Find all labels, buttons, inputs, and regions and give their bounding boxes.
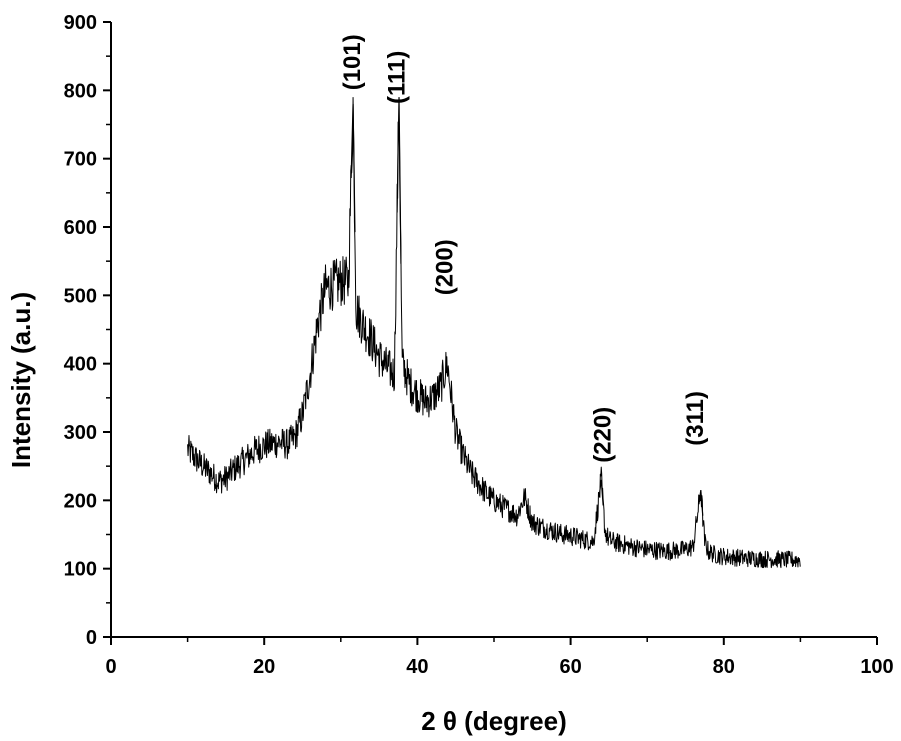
axes: 0 20 40 60 80 100 0 100 200 300 400 500 600 700 800 900 (64, 12, 894, 678)
y-tick-label: 900 (64, 12, 97, 34)
y-tick-label: 600 (64, 217, 97, 239)
peak-annotations: (101) (111) (200) (220) (311) (339, 34, 709, 463)
x-tick-label: 60 (559, 656, 581, 678)
peak-label: (111) (383, 51, 410, 104)
y-tick-label: 500 (64, 285, 97, 307)
y-tick-label: 400 (64, 354, 97, 376)
peak-label: (101) (339, 34, 366, 90)
peak-spike (598, 479, 604, 506)
y-tick-label: 200 (64, 490, 97, 512)
peak-spike (698, 489, 704, 516)
x-tick-label: 100 (860, 656, 893, 678)
peak-label: (220) (589, 407, 616, 463)
y-tick-label: 0 (86, 627, 97, 649)
x-tick-label: 20 (253, 656, 275, 678)
peak-label: (311) (682, 391, 709, 446)
x-tick-label: 40 (406, 656, 428, 678)
x-tick-label: 80 (713, 656, 735, 678)
y-axis-title: Intensity (a.u.) (6, 292, 36, 468)
x-tick-label: 0 (105, 656, 116, 678)
y-tick-label: 100 (64, 559, 97, 581)
x-axis-title: 2 θ (degree) (421, 706, 567, 736)
plot-series (187, 96, 801, 569)
peak-label: (200) (432, 239, 459, 295)
y-tick-label: 700 (64, 149, 97, 171)
y-tick-label: 300 (64, 422, 97, 444)
y-tick-label: 800 (64, 80, 97, 102)
series-line (187, 96, 801, 569)
peak-spike (396, 97, 402, 264)
peak-spike (350, 103, 356, 233)
